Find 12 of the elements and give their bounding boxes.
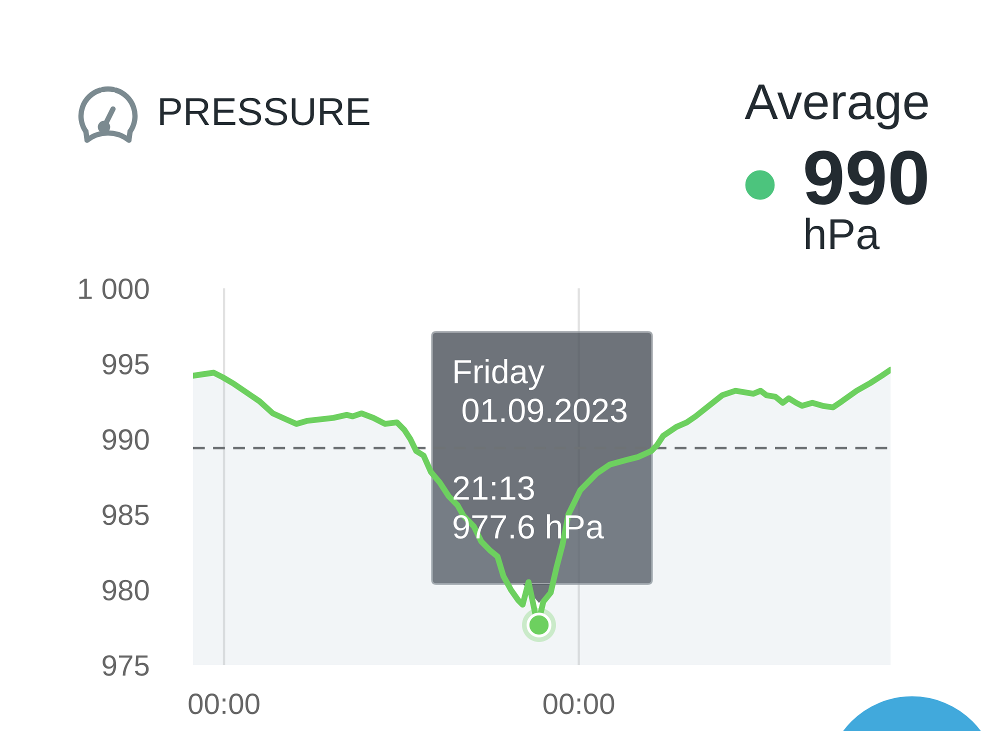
y-tick-label: 975 (102, 655, 149, 676)
x-tick-label: 00:00 (188, 694, 260, 714)
y-tick-label: 995 (102, 354, 149, 374)
y-tick-label: 990 (102, 429, 149, 450)
chart-title: PRESSURE (160, 98, 370, 126)
y-tick-label: 985 (102, 504, 149, 526)
text: hPa (806, 218, 880, 250)
y-tick-label: 1 000 (79, 278, 149, 300)
text: Average (744, 84, 928, 130)
y-tick-label: 980 (102, 580, 149, 601)
x-tick-label: 00:00 (543, 694, 614, 714)
text: 990 (805, 150, 927, 205)
